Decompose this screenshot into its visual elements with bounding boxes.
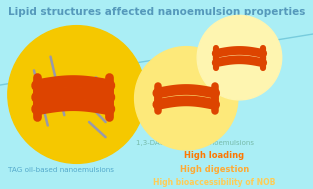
Text: Lipid structures affected nanoemulsion properties: Lipid structures affected nanoemulsion p…: [8, 7, 305, 17]
Text: High digestion: High digestion: [180, 165, 249, 174]
Circle shape: [197, 15, 282, 100]
Text: TAG oil-based nanoemulsions: TAG oil-based nanoemulsions: [8, 167, 114, 173]
Circle shape: [8, 26, 146, 163]
Circle shape: [135, 47, 238, 150]
Text: High bioaccessibility of NOB: High bioaccessibility of NOB: [153, 178, 275, 187]
Text: 1,3-DAG oil-based nanoemulsions: 1,3-DAG oil-based nanoemulsions: [136, 140, 254, 146]
Text: High loading: High loading: [184, 151, 244, 160]
